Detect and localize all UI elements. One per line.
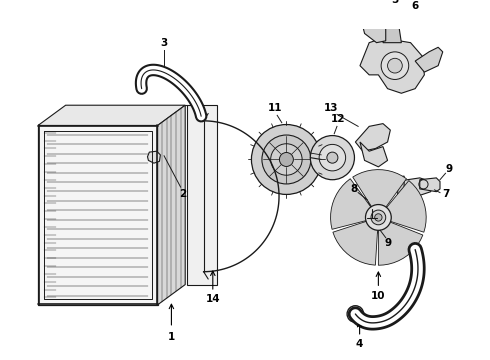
Circle shape (368, 198, 376, 206)
Text: 6: 6 (412, 1, 419, 11)
Circle shape (262, 135, 311, 184)
Text: 2: 2 (179, 189, 186, 199)
Polygon shape (415, 47, 443, 72)
Text: 14: 14 (205, 294, 220, 304)
Circle shape (366, 204, 391, 230)
Polygon shape (360, 38, 424, 93)
Text: 13: 13 (324, 103, 339, 113)
Polygon shape (38, 105, 185, 125)
Circle shape (319, 144, 345, 171)
Polygon shape (401, 178, 431, 195)
Text: 8: 8 (350, 184, 357, 194)
Polygon shape (383, 20, 401, 43)
Text: 3: 3 (161, 38, 168, 48)
Circle shape (371, 210, 386, 225)
Polygon shape (187, 105, 218, 284)
Polygon shape (38, 125, 158, 305)
Polygon shape (378, 221, 423, 265)
Polygon shape (386, 181, 426, 232)
Circle shape (270, 144, 302, 175)
Circle shape (375, 214, 382, 221)
Polygon shape (360, 142, 388, 167)
Polygon shape (420, 178, 440, 192)
Text: 4: 4 (356, 339, 363, 349)
Polygon shape (333, 221, 378, 265)
Text: 9: 9 (445, 164, 453, 174)
Circle shape (310, 136, 354, 180)
Text: 9: 9 (385, 238, 392, 248)
Text: 5: 5 (392, 0, 398, 5)
Polygon shape (331, 179, 372, 229)
Circle shape (279, 153, 294, 166)
Text: 11: 11 (268, 103, 283, 113)
Text: 7: 7 (442, 189, 449, 199)
Polygon shape (362, 17, 386, 43)
Text: 12: 12 (331, 114, 345, 124)
Circle shape (388, 58, 402, 73)
Polygon shape (398, 176, 404, 199)
Text: 10: 10 (371, 291, 386, 301)
Polygon shape (353, 170, 407, 208)
Circle shape (251, 125, 321, 194)
Polygon shape (147, 151, 160, 163)
Circle shape (365, 194, 379, 209)
Circle shape (364, 219, 380, 235)
Circle shape (381, 52, 409, 80)
Circle shape (347, 306, 364, 322)
Circle shape (368, 223, 376, 230)
Polygon shape (158, 105, 185, 305)
Polygon shape (355, 123, 391, 151)
Circle shape (327, 152, 338, 163)
Text: 1: 1 (168, 332, 175, 342)
